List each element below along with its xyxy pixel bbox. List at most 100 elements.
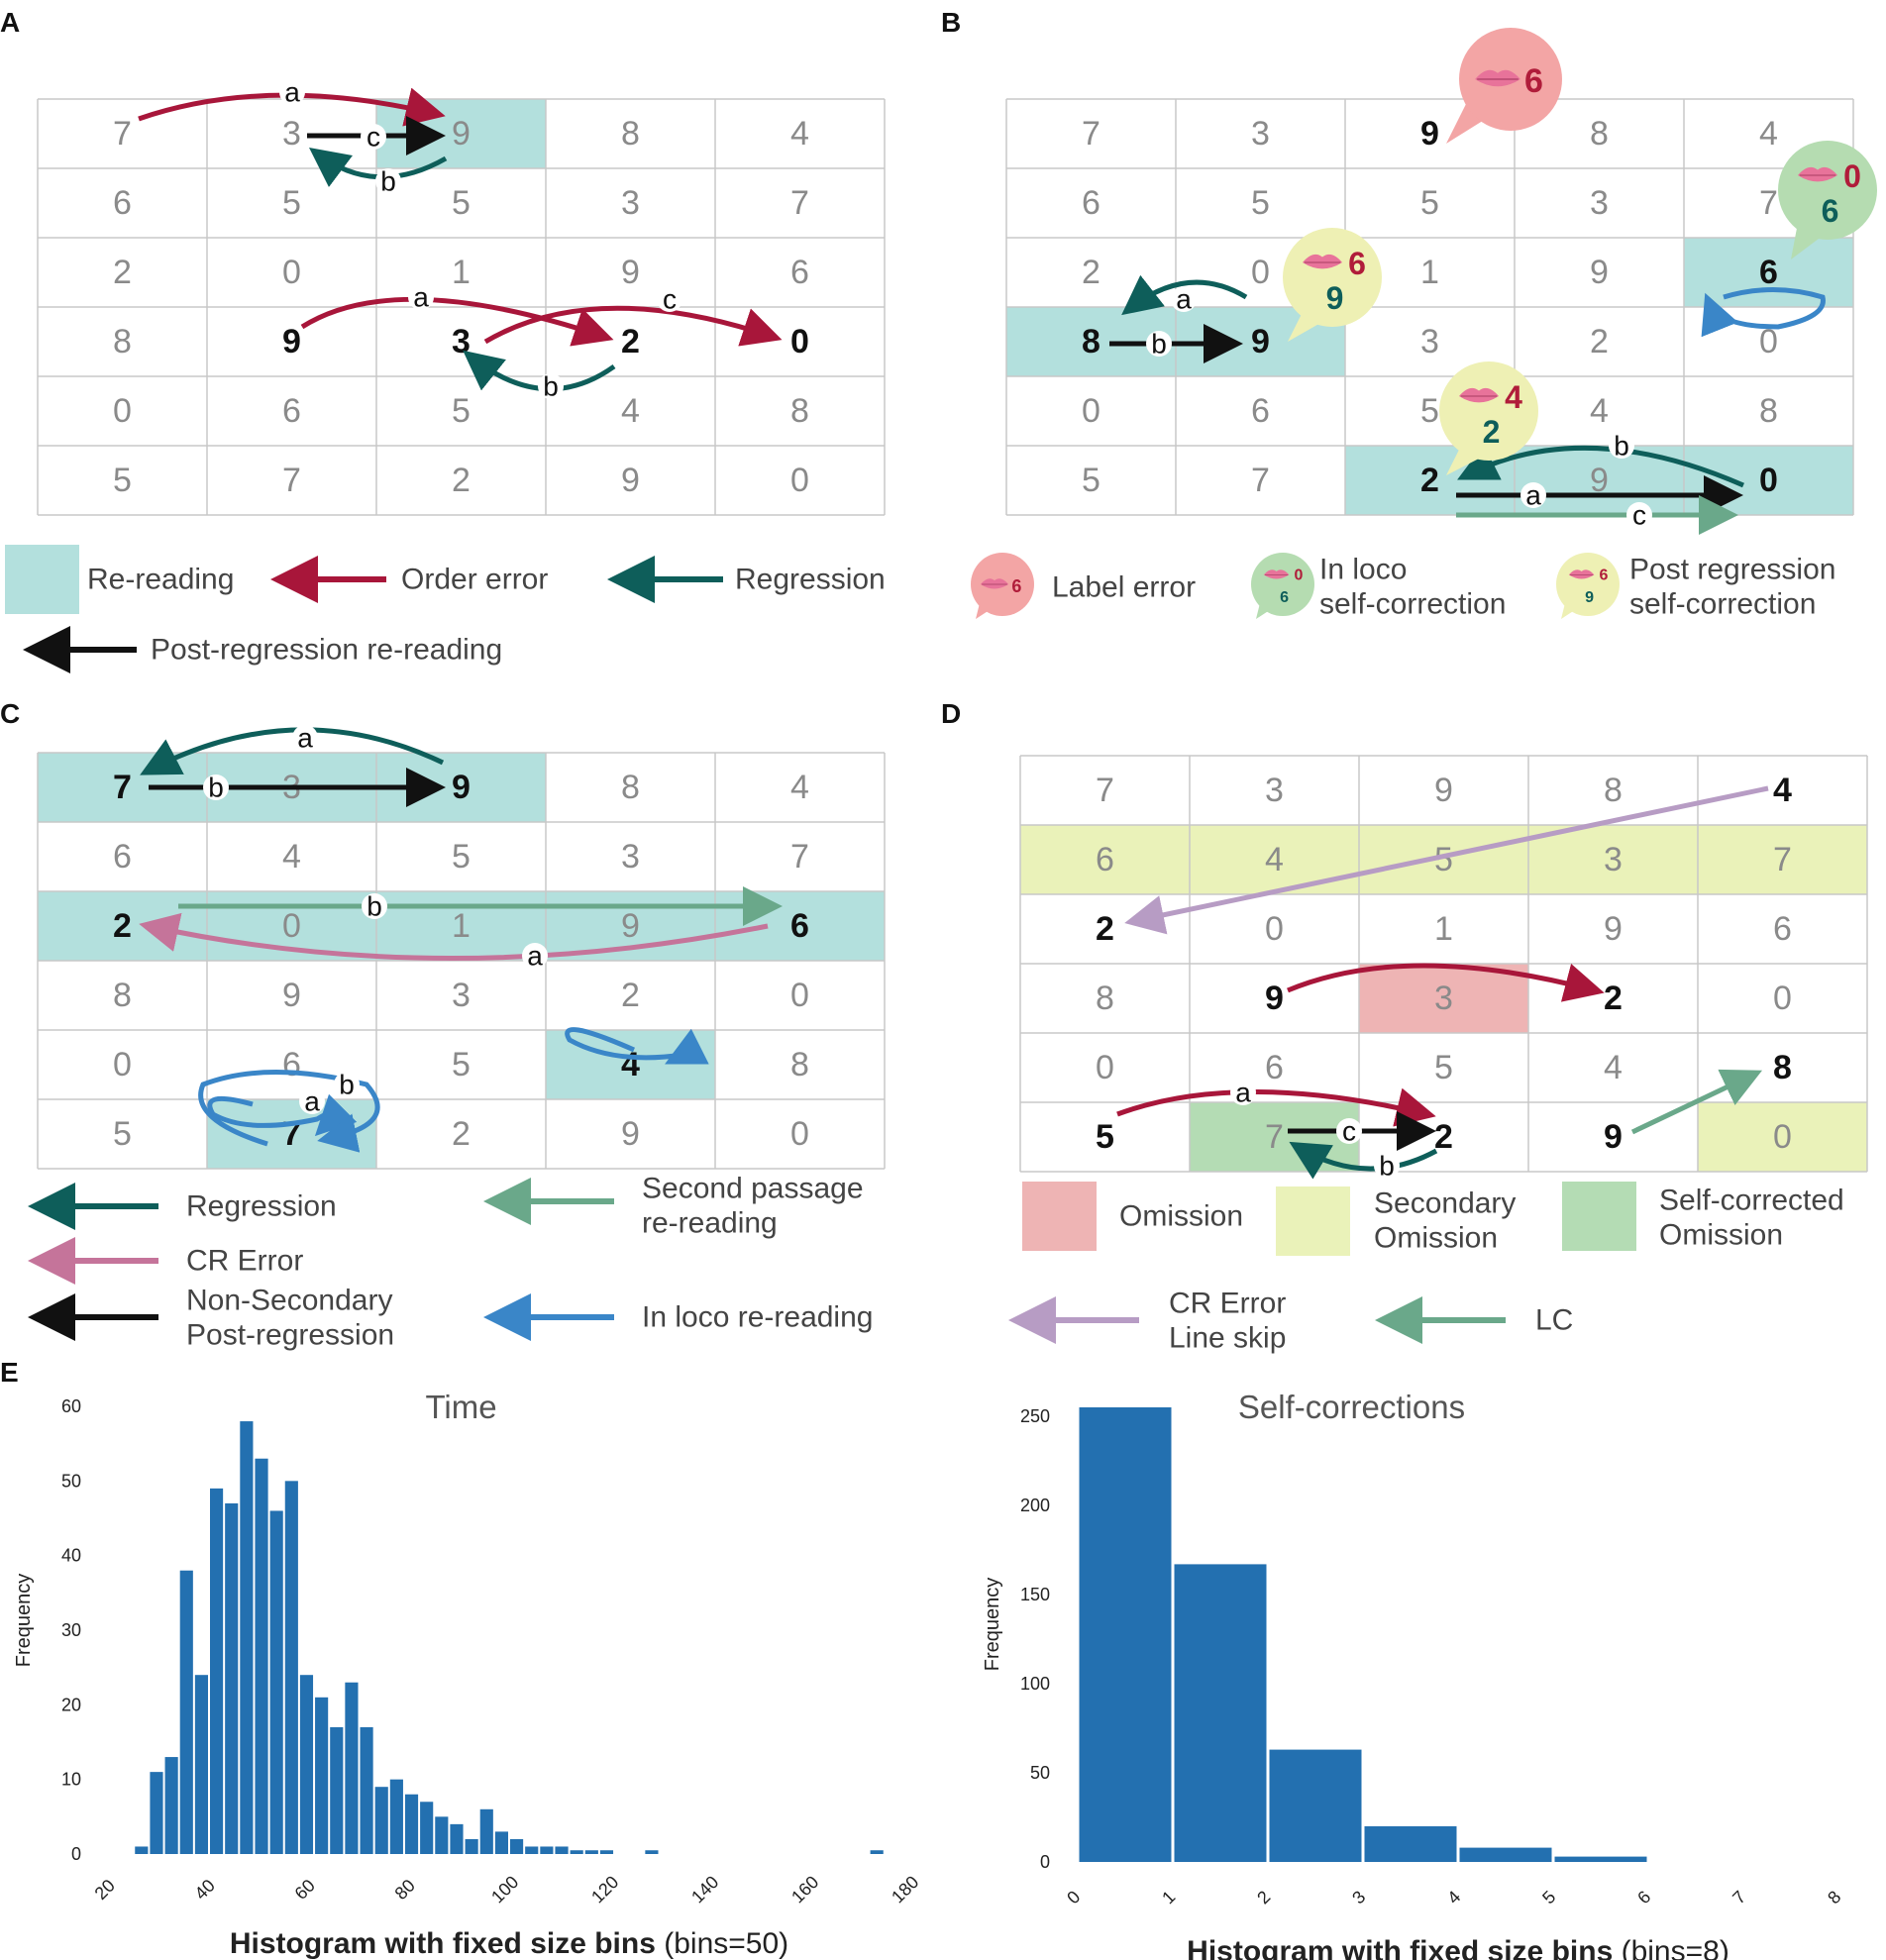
histogram-bar bbox=[510, 1838, 524, 1854]
histogram-bar bbox=[540, 1846, 554, 1854]
arrow-label-a: a bbox=[413, 282, 429, 313]
histogram-bar bbox=[210, 1488, 224, 1854]
histogram-bar bbox=[330, 1726, 344, 1854]
grid-cell-number: 9 bbox=[621, 907, 640, 945]
grid-cell-number: 8 bbox=[113, 977, 132, 1014]
histogram-bar bbox=[135, 1846, 149, 1854]
grid-cell-number: 7 bbox=[790, 184, 809, 222]
legend-non-secondary-line2: Post-regression bbox=[186, 1319, 394, 1352]
x-tick-label: 4 bbox=[1443, 1887, 1464, 1908]
y-tick-label: 0 bbox=[71, 1844, 81, 1864]
histogram-bar bbox=[465, 1838, 478, 1854]
grid-cell-number: 7 bbox=[1082, 115, 1100, 153]
grid-cell-number: 3 bbox=[1420, 323, 1439, 361]
grid-cell-number: 4 bbox=[282, 838, 301, 876]
legend-cr-error: CR Error bbox=[186, 1245, 303, 1278]
y-tick-label: 20 bbox=[61, 1695, 81, 1714]
histogram-bar bbox=[360, 1726, 373, 1854]
grid-cell-number: 7 bbox=[1759, 184, 1778, 222]
legend-in-loco: In loco re-reading bbox=[642, 1301, 873, 1334]
grid-cell-number: 5 bbox=[1082, 462, 1100, 499]
x-tick-label: 5 bbox=[1538, 1887, 1559, 1908]
secondary-omission-swatch bbox=[1276, 1186, 1350, 1256]
x-tick-label: 1 bbox=[1158, 1887, 1179, 1908]
panel-a-arrow-labels: a c b a c b bbox=[279, 77, 682, 402]
grid-cell-number: 8 bbox=[1590, 115, 1609, 153]
bubble-number-corrected: 6 bbox=[1280, 589, 1289, 606]
grid-cell-number: 5 bbox=[1096, 1118, 1114, 1156]
grid-cell-number: 3 bbox=[1604, 841, 1623, 878]
arrow-label-b: b bbox=[543, 371, 559, 402]
histogram-bar bbox=[1364, 1826, 1457, 1862]
arrow-label-b: b bbox=[367, 891, 382, 922]
lips-icon bbox=[1798, 166, 1837, 182]
arrow-label-b: b bbox=[208, 773, 224, 803]
grid-cell-number: 9 bbox=[452, 769, 471, 806]
grid-cell-number: 9 bbox=[1590, 462, 1609, 499]
grid-cell-number: 4 bbox=[1759, 115, 1778, 153]
x-tick-label: 120 bbox=[587, 1872, 622, 1907]
arrow-label-c: c bbox=[367, 122, 380, 153]
lips-icon bbox=[1263, 569, 1290, 579]
arrow-label-b: b bbox=[380, 166, 396, 197]
histogram-bar bbox=[1174, 1564, 1267, 1862]
speech-bubble bbox=[1556, 553, 1620, 616]
panel-c-legend: Regression Second passage re-reading CR … bbox=[28, 1173, 873, 1352]
grid-cell-number: 9 bbox=[282, 977, 301, 1014]
grid-cell-number: 6 bbox=[790, 254, 809, 291]
in-loco-arrow bbox=[565, 1027, 709, 1065]
histogram-bar bbox=[255, 1458, 268, 1854]
panel-label-e: E bbox=[0, 1357, 19, 1388]
histogram-bar bbox=[225, 1502, 239, 1854]
grid-cell-number: 5 bbox=[1251, 184, 1270, 222]
grid-cell-number: 0 bbox=[790, 323, 809, 361]
grid-cell-number: 2 bbox=[113, 254, 132, 291]
highlight-cell bbox=[376, 891, 546, 961]
x-tick-label: 140 bbox=[687, 1872, 722, 1907]
grid-cell-number: 6 bbox=[1082, 184, 1100, 222]
grid-cell-number: 5 bbox=[282, 184, 301, 222]
x-tick-label: 60 bbox=[291, 1876, 319, 1904]
grid-cell-number: 3 bbox=[1265, 772, 1284, 809]
grid-cell-number: 3 bbox=[1251, 115, 1270, 153]
y-tick-label: 250 bbox=[1020, 1406, 1050, 1426]
grid-cell-number: 5 bbox=[113, 1115, 132, 1153]
grid-cell-number: 2 bbox=[1604, 980, 1623, 1017]
grid-panel-d: 7 3 9 8 4 6 4 5 3 7 2 0 1 9 6 8 9 3 2 0 0 6 5 4 8 5 7 2 9 0 bbox=[1019, 755, 1868, 1173]
grid-cell-number: 9 bbox=[1251, 323, 1270, 361]
grid-cell-number: 2 bbox=[1590, 323, 1609, 361]
histogram-bar bbox=[1459, 1847, 1552, 1862]
grid-cell-number: 4 bbox=[621, 392, 640, 430]
y-tick-label: 50 bbox=[1030, 1763, 1050, 1783]
grid-cell-number: 5 bbox=[452, 184, 471, 222]
grid-panel-c: 7 3 9 8 46 4 5 3 72 0 1 9 68 9 3 2 00 6 5 4 85 7 2 9 0 bbox=[37, 752, 886, 1170]
grid-cell-number: 9 bbox=[621, 1115, 640, 1153]
grid-cell-number: 4 bbox=[1590, 392, 1609, 430]
grid-cell-number: 5 bbox=[452, 392, 471, 430]
histogram-bar bbox=[194, 1675, 208, 1854]
legend-self-corr-line1: Self-corrected bbox=[1659, 1185, 1844, 1217]
grid-cell-number: 9 bbox=[282, 323, 301, 361]
panel-b-arrow-labels: a b b a c bbox=[1146, 284, 1652, 531]
legend-omission: Omission bbox=[1119, 1200, 1243, 1233]
grid-cell-number: 3 bbox=[621, 838, 640, 876]
lips-icon bbox=[1303, 254, 1342, 269]
histogram-bar bbox=[479, 1808, 493, 1854]
chart-title: Time bbox=[425, 1389, 496, 1425]
histogram-bar bbox=[345, 1682, 359, 1854]
y-tick-label: 50 bbox=[61, 1471, 81, 1491]
arrow-label-b: b bbox=[1614, 431, 1629, 462]
x-tick-label: 100 bbox=[487, 1872, 522, 1907]
grid-cell-number: 7 bbox=[790, 838, 809, 876]
grid-cell-number: 6 bbox=[113, 838, 132, 876]
grid-cell-number: 3 bbox=[1434, 980, 1453, 1017]
panel-label-a: A bbox=[0, 7, 20, 38]
grid-cell-number: 0 bbox=[282, 907, 301, 945]
grid-cell-number: 5 bbox=[113, 462, 132, 499]
bubble-number-said: 6 bbox=[1348, 246, 1366, 281]
legend-lc: LC bbox=[1535, 1304, 1573, 1337]
grid-cell-number: 7 bbox=[1251, 462, 1270, 499]
rereading-swatch bbox=[5, 545, 79, 614]
regression-arrow bbox=[1457, 444, 1745, 488]
